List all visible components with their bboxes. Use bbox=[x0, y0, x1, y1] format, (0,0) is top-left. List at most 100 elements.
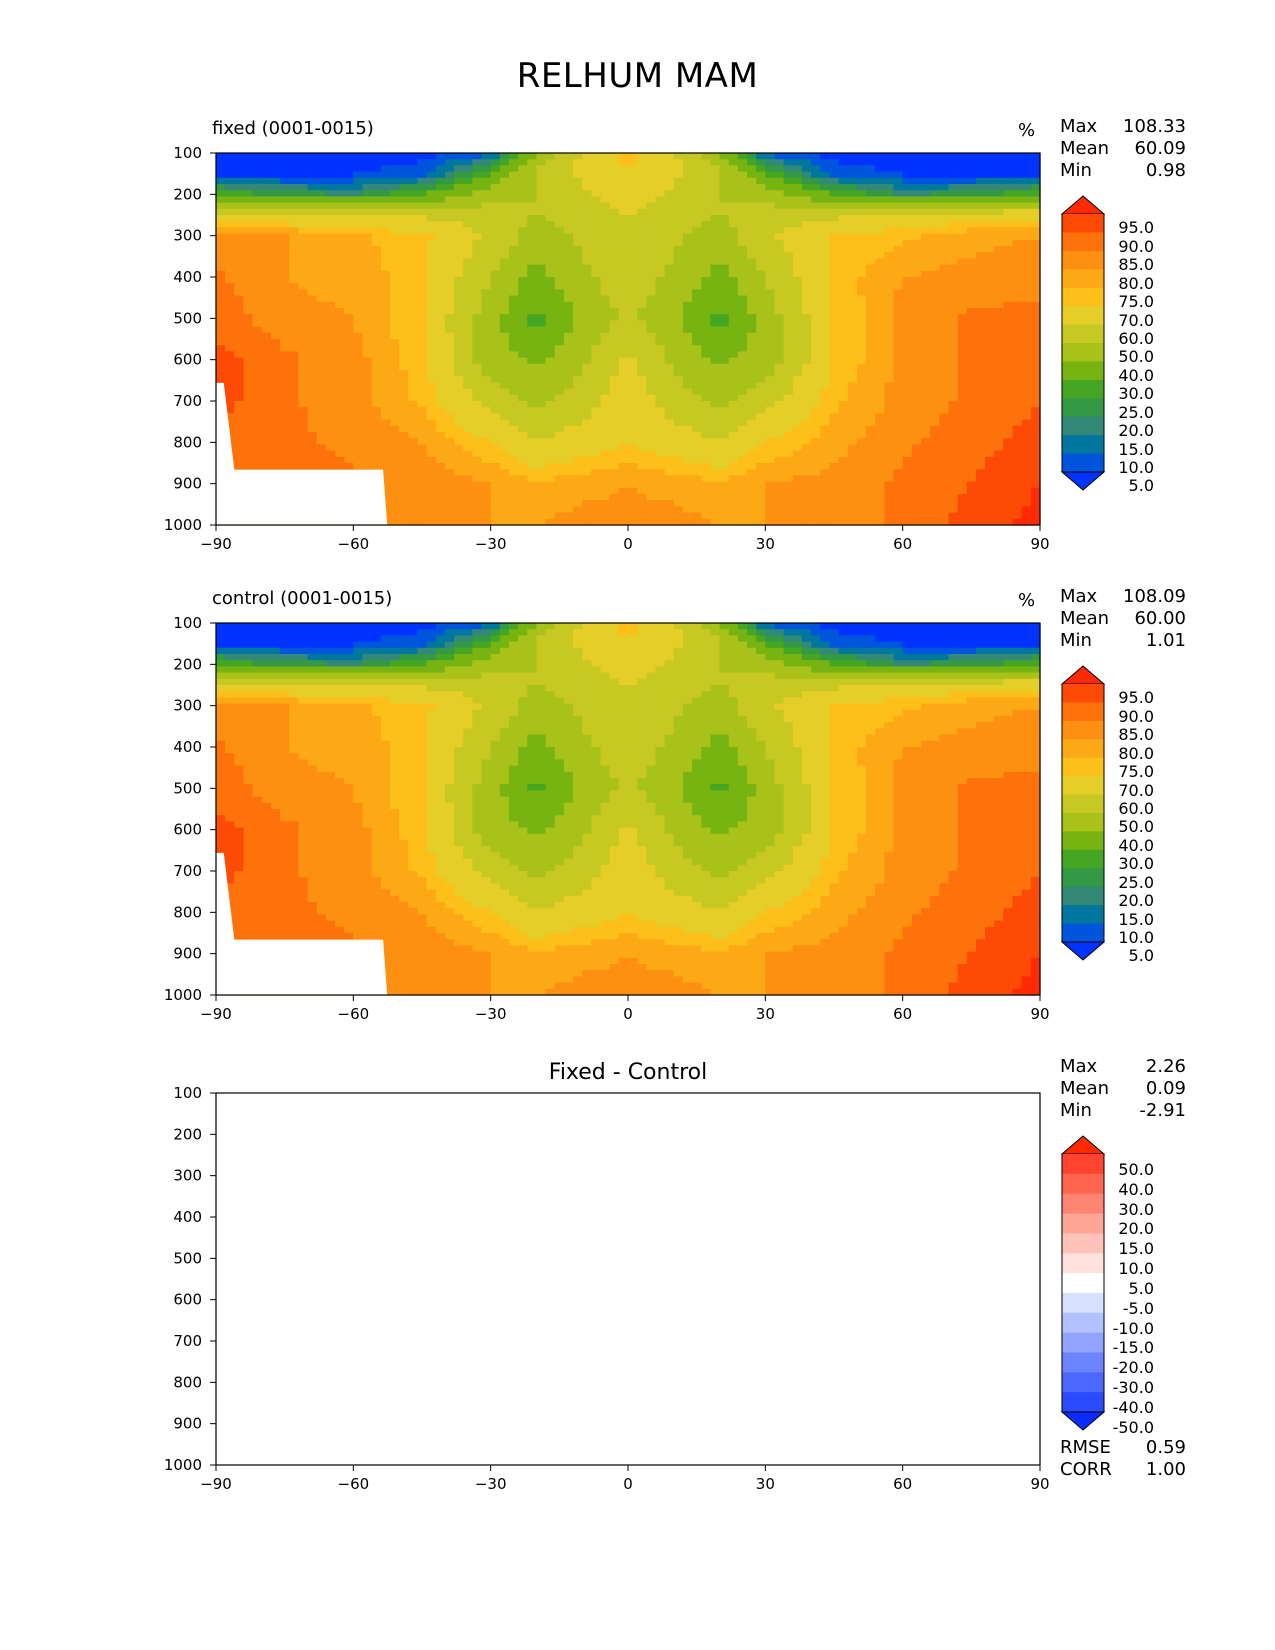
contour-cell bbox=[261, 215, 272, 222]
contour-cell bbox=[353, 208, 364, 216]
contour-cell bbox=[499, 432, 510, 439]
contour-cell bbox=[527, 159, 538, 166]
contour-cell bbox=[664, 332, 675, 340]
contour-cell bbox=[1021, 202, 1032, 210]
contour-cell bbox=[701, 332, 711, 340]
contour-cell bbox=[719, 171, 730, 179]
contour-cell bbox=[856, 363, 867, 371]
contour-cell bbox=[682, 184, 693, 191]
contour-cell bbox=[563, 159, 574, 166]
contour-cell bbox=[1021, 351, 1032, 359]
contour-cell bbox=[362, 407, 373, 414]
contour-cell bbox=[728, 301, 739, 309]
contour-cell bbox=[682, 258, 693, 266]
contour-cell bbox=[454, 314, 464, 321]
contour-cell bbox=[637, 425, 647, 433]
contour-cell bbox=[838, 258, 849, 266]
contour-cell bbox=[408, 363, 419, 371]
contour-cell bbox=[930, 425, 940, 433]
contour-cell bbox=[216, 320, 226, 328]
contour-cell bbox=[408, 469, 419, 476]
contour-cell bbox=[243, 301, 254, 309]
contour-cell bbox=[893, 370, 904, 377]
contour-cell bbox=[270, 450, 281, 458]
contour-cell bbox=[737, 252, 748, 259]
contour-cell bbox=[444, 332, 455, 340]
contour-cell bbox=[234, 357, 245, 365]
contour-cell bbox=[490, 289, 501, 297]
contour-cell bbox=[747, 357, 757, 365]
contour-cell bbox=[527, 233, 538, 241]
contour-cell bbox=[389, 202, 400, 210]
contour-cell bbox=[820, 351, 831, 359]
contour-cell bbox=[1012, 481, 1023, 489]
contour-cell bbox=[289, 332, 299, 340]
contour-cell bbox=[508, 264, 519, 272]
contour-cell bbox=[380, 314, 391, 321]
contour-cell bbox=[399, 339, 409, 346]
contour-cell bbox=[930, 227, 940, 235]
contour-cell bbox=[518, 252, 528, 259]
contour-cell bbox=[454, 401, 464, 408]
contour-cell bbox=[545, 190, 556, 197]
contour-cell bbox=[472, 233, 483, 241]
contour-cell bbox=[866, 401, 876, 408]
contour-cell bbox=[710, 184, 721, 191]
contour-cell bbox=[389, 233, 400, 241]
contour-cell bbox=[234, 388, 245, 396]
contour-cell bbox=[701, 165, 711, 173]
contour-cell bbox=[875, 450, 885, 458]
contour-cell bbox=[911, 425, 922, 433]
contour-cell bbox=[536, 221, 547, 228]
contour-cell bbox=[801, 208, 812, 216]
contour-cell bbox=[1012, 326, 1023, 334]
contour-cell bbox=[710, 215, 721, 222]
contour-cell bbox=[856, 370, 867, 377]
contour-cell bbox=[463, 208, 473, 216]
contour-cell bbox=[408, 494, 419, 501]
contour-cell bbox=[618, 215, 629, 222]
contour-cell bbox=[747, 171, 757, 179]
contour-cell bbox=[847, 450, 858, 458]
contour-cell bbox=[554, 432, 565, 439]
contour-cell bbox=[563, 314, 574, 321]
contour-cell bbox=[856, 475, 867, 483]
contour-cell bbox=[280, 401, 290, 408]
contour-cell bbox=[692, 171, 702, 179]
contour-cell bbox=[573, 202, 583, 210]
contour-cell bbox=[902, 283, 913, 290]
contour-cell bbox=[490, 196, 501, 204]
contour-cell bbox=[591, 258, 602, 266]
contour-cell bbox=[975, 487, 986, 495]
contour-cell bbox=[563, 277, 574, 284]
contour-cell bbox=[664, 196, 675, 204]
contour-cell bbox=[975, 450, 986, 458]
contour-cell bbox=[499, 363, 510, 371]
contour-cell bbox=[298, 258, 309, 266]
contour-cell bbox=[371, 401, 382, 408]
contour-cell bbox=[490, 469, 501, 476]
contour-cell bbox=[829, 221, 840, 228]
contour-cell bbox=[920, 326, 931, 334]
contour-cell bbox=[582, 357, 592, 365]
contour-cell bbox=[389, 314, 400, 321]
contour-cell bbox=[673, 171, 684, 179]
contour-cell bbox=[884, 308, 895, 315]
contour-cell bbox=[463, 184, 473, 191]
contour-cell bbox=[371, 456, 382, 464]
contour-cell bbox=[673, 320, 684, 328]
contour-cell bbox=[920, 221, 931, 228]
contour-cell bbox=[628, 277, 638, 284]
contour-cell bbox=[664, 401, 675, 408]
contour-cell bbox=[710, 413, 721, 421]
contour-cell bbox=[957, 432, 968, 439]
contour-cell bbox=[911, 277, 922, 284]
contour-cell bbox=[939, 301, 950, 309]
contour-cell bbox=[792, 481, 803, 489]
contour-cell bbox=[756, 258, 766, 266]
contour-cell bbox=[847, 227, 858, 235]
contour-cell bbox=[701, 289, 711, 297]
contour-cell bbox=[591, 463, 602, 470]
contour-cell bbox=[234, 221, 245, 228]
contour-cell bbox=[389, 264, 400, 272]
